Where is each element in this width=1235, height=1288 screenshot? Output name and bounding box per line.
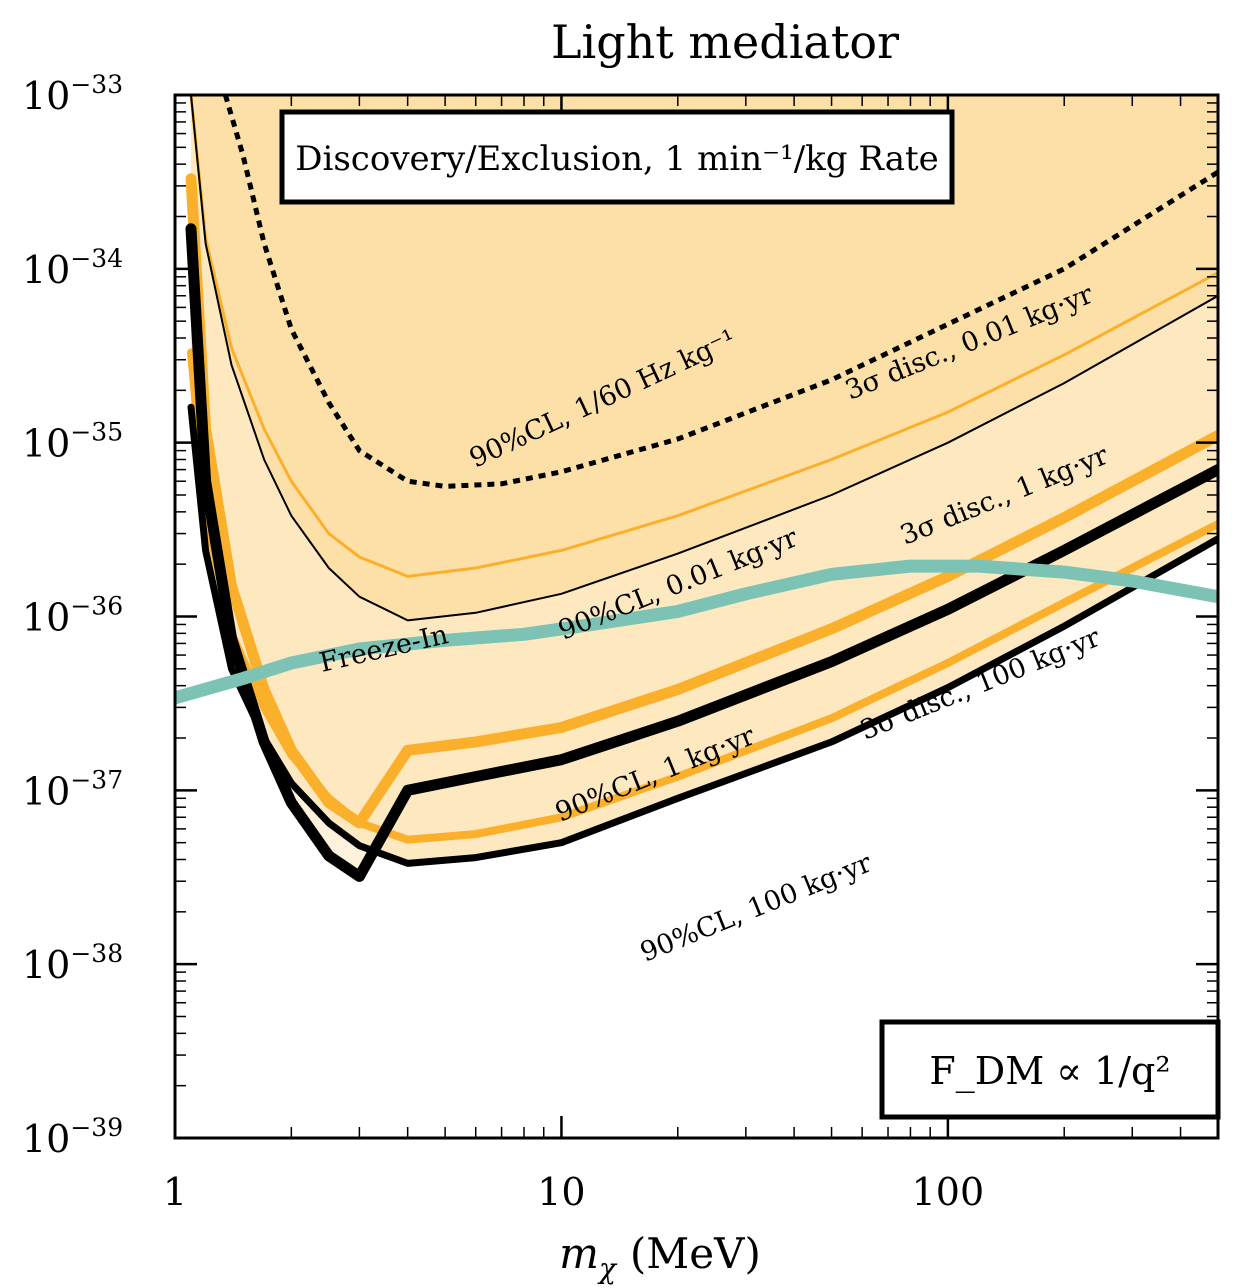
x-tick-label: 100 bbox=[912, 1170, 985, 1214]
y-tick-label: 10−33 bbox=[22, 70, 123, 118]
x-axis-label-unit: (MeV) bbox=[630, 1229, 761, 1278]
curve-label-black-thicker: 90%CL, 100 kg·yr bbox=[636, 847, 876, 968]
y-tick-label: 10−34 bbox=[22, 244, 123, 292]
ticks-layer bbox=[173, 93, 1219, 1140]
chart-title: Light mediator bbox=[551, 15, 899, 69]
y-tick-label: 10−37 bbox=[22, 765, 123, 813]
series-line-teal-thick bbox=[175, 559, 1218, 705]
plot-area bbox=[175, 95, 1218, 882]
series-line-orange-thin bbox=[189, 95, 1218, 578]
y-tick-label: 10−35 bbox=[22, 418, 123, 466]
series-line-black-thick bbox=[187, 403, 1218, 867]
band-dark bbox=[191, 95, 1218, 621]
x-tick-label: 10 bbox=[537, 1170, 585, 1214]
series-line-orange-thicker bbox=[185, 173, 1218, 829]
legend-box: Discovery/Exclusion, 1 min⁻¹/kg Rate bbox=[279, 109, 955, 205]
x-tick-label: 1 bbox=[163, 1170, 187, 1214]
form-factor-box: F_DM ∝ 1/q² bbox=[879, 1019, 1221, 1120]
series-line-black-dotted bbox=[223, 95, 1218, 489]
series-layer bbox=[175, 95, 1218, 882]
form-factor-box-text: F_DM ∝ 1/q² bbox=[929, 1049, 1170, 1094]
x-axis-label-sub: χ bbox=[597, 1252, 618, 1285]
tick-labels-layer: 1 10 100 10−33 10−34 10−35 10−36 10−37 10−38 10−3… bbox=[22, 70, 984, 1214]
legend-box-text: Discovery/Exclusion, 1 min⁻¹/kg Rate bbox=[295, 139, 939, 179]
x-axis-label-main: m bbox=[559, 1229, 599, 1278]
y-tick-label: 10−39 bbox=[22, 1113, 123, 1161]
x-axis-label: mχ (MeV) bbox=[559, 1229, 761, 1285]
series-line-black-thin bbox=[190, 95, 1218, 622]
y-tick-label: 10−36 bbox=[22, 592, 123, 640]
y-tick-label: 10−38 bbox=[22, 939, 123, 987]
